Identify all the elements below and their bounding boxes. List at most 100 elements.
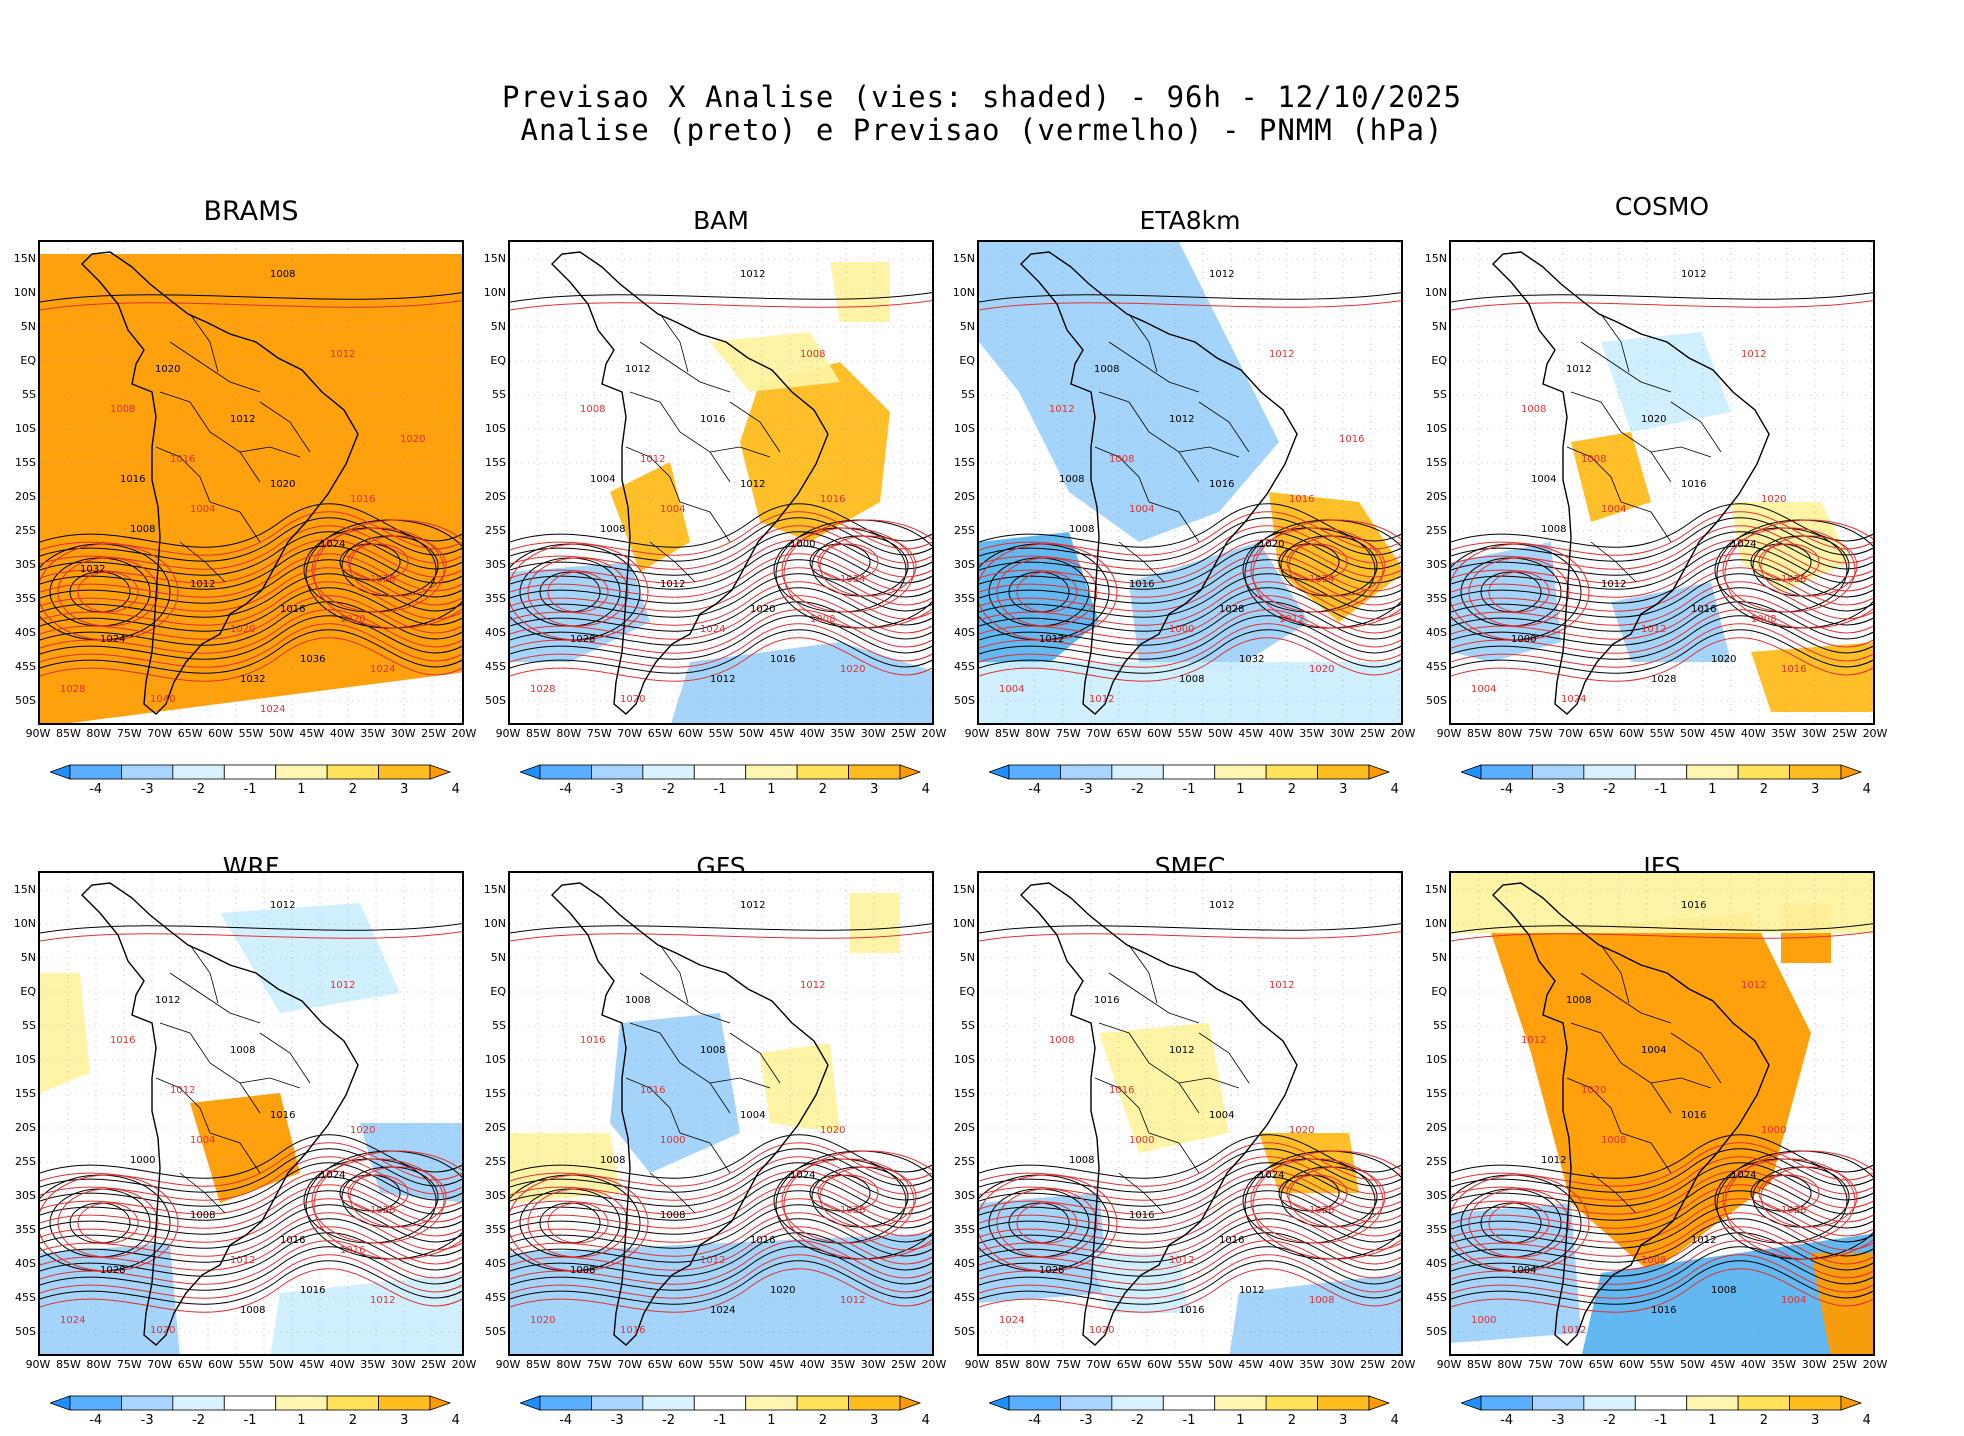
isobar-contour: [1451, 525, 1873, 570]
contour-label: 1016: [340, 1245, 365, 1256]
contour-label: 1016: [820, 494, 845, 505]
longitude-label: 45W: [1238, 727, 1264, 740]
isobar-contour: [40, 1174, 179, 1272]
latitude-label: 35S: [15, 592, 36, 605]
isobar-contour: [1451, 623, 1873, 668]
colorbar-label: -4: [1500, 1413, 1514, 1428]
longitude-label: 50W: [1207, 727, 1233, 740]
longitude-label: 25W: [1832, 727, 1857, 740]
contour-label: 1028: [370, 574, 395, 585]
contour-label: 1008: [240, 1305, 265, 1316]
country-border: [209, 1132, 261, 1174]
contour-label: 1020: [530, 1315, 555, 1326]
isobar-contour: [313, 519, 462, 629]
latitude-label: 10N: [483, 286, 506, 299]
contour-label: 1004: [1641, 1045, 1666, 1056]
colorbar-label: 1: [297, 782, 306, 797]
isobar-contour: [510, 1156, 932, 1201]
isobar-contour: [979, 1204, 1401, 1249]
contour-label: 1020: [1089, 1325, 1114, 1336]
country-border: [729, 1032, 781, 1084]
longitude-label: 20W: [921, 1358, 947, 1371]
contour-label: 1012: [1039, 634, 1064, 645]
contour-label: 1012: [1681, 269, 1706, 280]
latitude-label: 15N: [1424, 252, 1447, 265]
longitude-label: 25W: [891, 1358, 916, 1371]
contour-label: 1016: [620, 1325, 645, 1336]
contour-label: 1028: [1219, 604, 1244, 615]
longitude-label: 80W: [556, 727, 582, 740]
isobar-contour: [783, 519, 932, 629]
isobar-contour: [1252, 519, 1401, 629]
latitude-label: 10N: [13, 286, 36, 299]
contour-label: 1004: [1601, 504, 1626, 515]
longitude-label: 55W: [238, 1358, 264, 1371]
latitude-label: 5N: [959, 320, 975, 333]
isobar-contour: [996, 1188, 1098, 1258]
country-border: [169, 972, 261, 1024]
contour-label: 1016: [300, 1285, 325, 1296]
isobar-contour: [40, 1212, 462, 1257]
latitude-label: 20S: [485, 1121, 506, 1134]
isobar-contour: [979, 1156, 1401, 1201]
longitude-label: 45W: [299, 1358, 325, 1371]
colorbar: [50, 1395, 452, 1411]
colorbar-segment: [378, 764, 431, 780]
contour-label: 1016: [1129, 1210, 1154, 1221]
isobar-contour: [819, 535, 917, 597]
latitude-label: 20S: [485, 490, 506, 503]
contour-label: 1008: [1094, 364, 1119, 375]
map-canvas: 1012 1012 1012 1016 1008 1012 1016 1004 1000 1020…: [40, 873, 462, 1354]
contour-label: 1020: [1581, 1085, 1606, 1096]
contour-label: 1012: [330, 349, 355, 360]
longitude-label: 65W: [1588, 1358, 1614, 1371]
contour-label: 1008: [1069, 524, 1094, 535]
longitude-label: 45W: [299, 727, 325, 740]
contour-label: 1028: [840, 1205, 865, 1216]
latitude-label: 5N: [959, 951, 975, 964]
latitude-label: 10S: [485, 1053, 506, 1066]
country-border: [1580, 341, 1672, 393]
colorbar-segment: [1060, 1395, 1113, 1411]
isobar-contour: [979, 1212, 1401, 1257]
colorbar-label: -1: [1654, 1413, 1668, 1428]
map-panel-ifs: 1016 1012 1008 1012 1004 1020 1016 1008 1012 1000…: [1449, 871, 1875, 1356]
longitude-label: 85W: [55, 727, 81, 740]
colorbar-label: 2: [1759, 782, 1768, 797]
bias-shading-region: [979, 532, 1099, 672]
longitude-label: 25W: [421, 1358, 446, 1371]
isobar-contour: [1451, 609, 1873, 654]
isobar-contour: [510, 573, 932, 618]
latitude-label: 15S: [954, 456, 975, 469]
isobar-contour: [349, 535, 447, 597]
isobar-contour: [1451, 1260, 1873, 1305]
contour-label: 1012: [170, 1085, 195, 1096]
map-panel-cosmo: 1012 1012 1012 1008 1020 1008 1016 1004 1008 1020…: [1449, 240, 1875, 725]
longitude-label: 35W: [830, 1358, 856, 1371]
country-border: [209, 501, 261, 543]
longitude-label: 90W: [1436, 1358, 1462, 1371]
contour-label: 1016: [1651, 1305, 1676, 1316]
contour-label: 1028: [100, 1265, 125, 1276]
isobar-contour: [1451, 1204, 1873, 1249]
longitude-label: 60W: [208, 1358, 233, 1371]
longitude-label: 75W: [1527, 727, 1553, 740]
longitude-label: 70W: [147, 727, 173, 740]
isobar-contour: [40, 1268, 462, 1313]
isobar-contour: [40, 1260, 462, 1305]
country-border: [639, 972, 731, 1024]
isobar-contour: [1451, 629, 1873, 674]
contour-label: 1016: [110, 1035, 135, 1046]
bias-shading-region: [1229, 1273, 1401, 1354]
longitude-label: 20W: [451, 727, 477, 740]
colorbar-segment: [1583, 764, 1636, 780]
colorbar-label: 4: [1862, 1413, 1871, 1428]
isobar-contour: [510, 1198, 932, 1243]
colorbar-label: 3: [400, 1413, 409, 1428]
country-border: [1094, 446, 1150, 503]
longitude-label: 25W: [891, 727, 916, 740]
contour-label: 1000: [1761, 1125, 1786, 1136]
isobar-contour: [347, 543, 409, 581]
bias-shading-region: [1099, 1023, 1229, 1153]
latitude-label: 25S: [15, 1155, 36, 1168]
